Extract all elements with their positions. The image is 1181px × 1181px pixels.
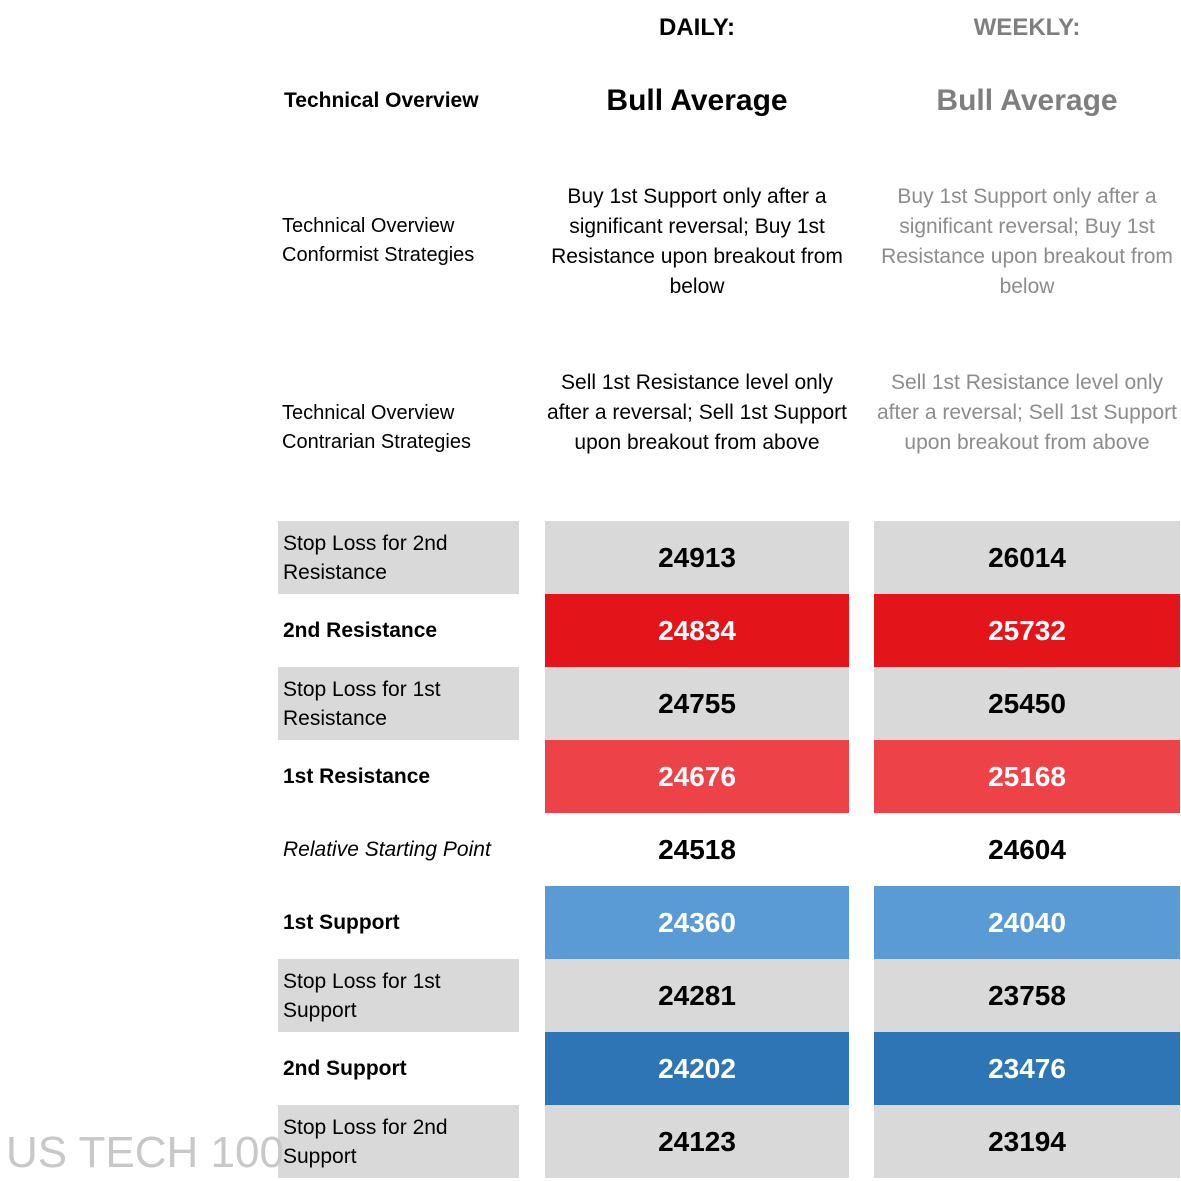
weekly-bias: Bull Average [936, 84, 1118, 117]
level-label: 2nd Support [278, 1032, 519, 1105]
weekly-level-value: 26014 [874, 521, 1180, 594]
level-label: Stop Loss for 2nd Support [278, 1105, 519, 1178]
weekly-header: WEEKLY: [973, 14, 1081, 41]
daily-header: DAILY: [658, 14, 735, 41]
weekly-level-value: 25732 [874, 594, 1180, 667]
level-label: 1st Resistance [278, 740, 519, 813]
weekly-conformist-strategy: Buy 1st Support only after a significant… [881, 185, 1173, 298]
technical-overview-label: Technical Overview [284, 89, 479, 112]
level-label: Stop Loss for 2nd Resistance [278, 521, 519, 594]
daily-level-value: 24123 [545, 1105, 849, 1178]
instrument-watermark: US TECH 100 [6, 1128, 284, 1177]
daily-level-value: 24518 [545, 813, 849, 886]
daily-contrarian-strategy: Sell 1st Resistance level only after a r… [547, 371, 847, 454]
weekly-level-value: 23194 [874, 1105, 1180, 1178]
weekly-level-value: 23476 [874, 1032, 1180, 1105]
weekly-level-value: 25450 [874, 667, 1180, 740]
conformist-label-line2: Conformist Strategies [282, 244, 475, 266]
daily-level-value: 24755 [545, 667, 849, 740]
weekly-level-value: 23758 [874, 959, 1180, 1032]
daily-bias: Bull Average [606, 84, 788, 117]
level-label: Stop Loss for 1st Resistance [278, 667, 519, 740]
level-label: 1st Support [278, 886, 519, 959]
level-label: 2nd Resistance [278, 594, 519, 667]
daily-conformist-strategy: Buy 1st Support only after a significant… [551, 185, 843, 298]
contrarian-label-line1: Technical Overview [282, 402, 455, 424]
contrarian-label-line2: Contrarian Strategies [282, 431, 471, 453]
daily-level-value: 24834 [545, 594, 849, 667]
weekly-level-value: 24040 [874, 886, 1180, 959]
daily-level-value: 24913 [545, 521, 849, 594]
level-label: Relative Starting Point [278, 813, 519, 886]
weekly-level-value: 24604 [874, 813, 1180, 886]
weekly-level-value: 25168 [874, 740, 1180, 813]
conformist-label-line1: Technical Overview [282, 215, 455, 237]
daily-level-value: 24676 [545, 740, 849, 813]
daily-level-value: 24360 [545, 886, 849, 959]
daily-level-value: 24281 [545, 959, 849, 1032]
level-label: Stop Loss for 1st Support [278, 959, 519, 1032]
contrarian-strategies-label: Technical Overview Contrarian Strategies [282, 399, 522, 457]
conformist-strategies-label: Technical Overview Conformist Strategies [282, 212, 522, 270]
weekly-contrarian-strategy: Sell 1st Resistance level only after a r… [877, 371, 1177, 454]
daily-level-value: 24202 [545, 1032, 849, 1105]
